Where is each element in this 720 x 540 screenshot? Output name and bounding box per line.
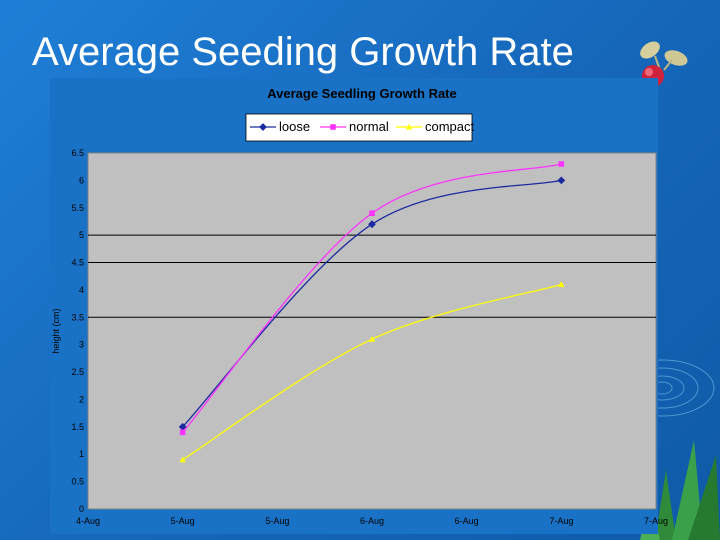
y-tick-label: 1.5 (71, 422, 84, 432)
legend-label-loose: loose (279, 119, 310, 134)
data-point-compact (179, 456, 186, 463)
legend-marker-loose (259, 123, 267, 131)
y-tick-label: 0 (79, 504, 84, 514)
y-tick-label: 1 (79, 449, 84, 459)
legend: loose normal compact (245, 113, 475, 142)
y-tick-label: 2 (79, 394, 84, 404)
y-tick-label: 3.5 (71, 312, 84, 322)
y-tick-label: 3 (79, 340, 84, 350)
y-tick-label: 5 (79, 230, 84, 240)
x-tick-label: 5-Aug (265, 516, 289, 526)
data-point-normal (558, 161, 565, 167)
data-point-loose (368, 220, 376, 229)
x-tick-label: 6-Aug (360, 516, 384, 526)
chart-title: Average Seedling Growth Rate (267, 86, 457, 101)
y-tick-label: 0.5 (71, 477, 84, 487)
legend-label-compact: compact (425, 119, 475, 134)
series-layer (178, 161, 566, 463)
data-point-normal (179, 429, 186, 436)
y-tick-label: 2.5 (71, 367, 84, 377)
y-tick-label: 4 (79, 285, 84, 295)
x-tick-label: 6-Aug (455, 516, 479, 526)
x-tick-label: 7-Aug (549, 516, 573, 526)
y-tick-label: 6 (79, 175, 84, 185)
y-tick-label: 6.5 (71, 148, 84, 158)
slide-title: Average Seeding Growth Rate (32, 30, 574, 74)
plot-area (87, 152, 657, 510)
data-point-normal (369, 210, 375, 217)
x-tick-label: 4-Aug (76, 516, 100, 526)
y-tick-label: 4.5 (71, 258, 84, 268)
legend-marker-normal (330, 124, 336, 130)
data-point-compact (368, 336, 376, 342)
foliage-decoration (640, 440, 720, 540)
legend-box (245, 113, 473, 142)
legend-marker-compact (405, 123, 413, 130)
data-point-loose (557, 176, 566, 185)
y-axis-ticks: 0 0.5 1 1.5 2 2.5 3 3.5 4 4.5 5 5.5 6 6.5 (71, 148, 84, 514)
data-point-compact (558, 281, 565, 288)
series-line-normal (182, 163, 562, 433)
y-tick-label: 5.5 (71, 203, 84, 213)
x-tick-label: 7-Aug (644, 516, 668, 526)
legend-label-normal: normal (349, 119, 389, 134)
gridlines (88, 234, 656, 318)
x-axis-ticks: 4-Aug 5-Aug 5-Aug 6-Aug 6-Aug 7-Aug 7-Aug (76, 516, 668, 526)
y-axis-label: height (cm) (51, 308, 61, 353)
x-tick-label: 5-Aug (171, 516, 195, 526)
